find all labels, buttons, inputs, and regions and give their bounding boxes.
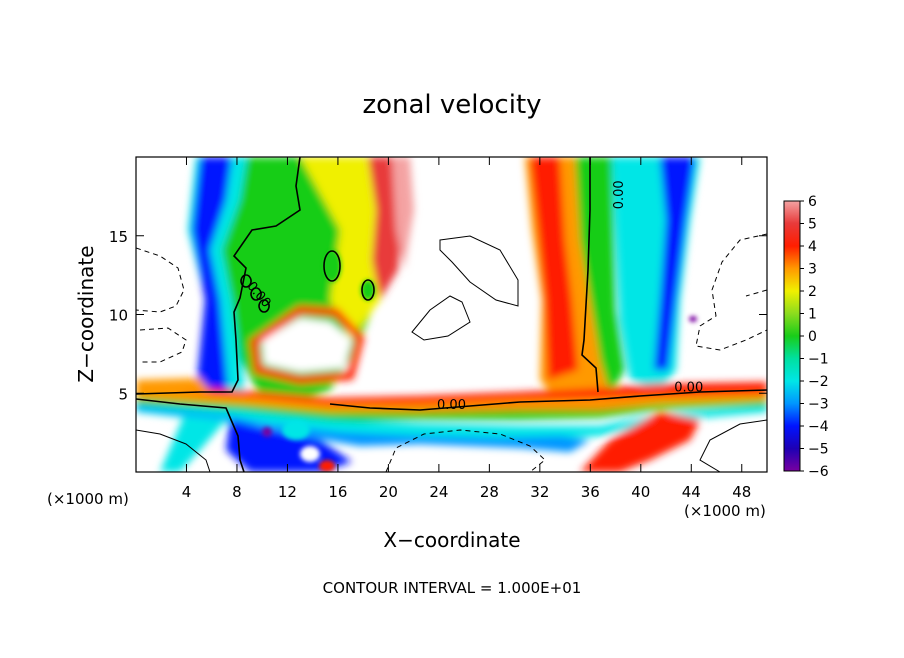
contour-blob-1 [323, 250, 341, 282]
colorbar-scale [783, 200, 801, 472]
x-tick-label: 28 [480, 483, 499, 501]
colorbar-tick-label: 5 [808, 217, 817, 233]
y-tick-label: 15 [109, 228, 128, 246]
lower-right-red [580, 412, 700, 472]
x-tick-label: 24 [429, 483, 448, 501]
x-tick-label: 40 [631, 483, 650, 501]
x-tick-label: 36 [581, 483, 600, 501]
colorbar-tick-label: 4 [808, 239, 817, 255]
field-shading [136, 157, 767, 472]
white-hole [262, 318, 352, 372]
left-side-band [136, 378, 210, 394]
contour-interval-note: CONTOUR INTERVAL = 1.000E+01 [323, 579, 582, 597]
neg-jet-left-core [192, 157, 232, 410]
y-tick-label: 5 [118, 385, 128, 403]
contour-solid-right-upper [411, 235, 519, 341]
deep-blue-lower [226, 420, 352, 472]
green-blob-2 [361, 280, 375, 300]
colorbar-tick-label: 6 [808, 194, 817, 210]
x-tick-label: 8 [232, 483, 242, 501]
band-orange [136, 390, 767, 412]
x-tick-label: 32 [530, 483, 549, 501]
x-axis-label: X−coordinate [383, 528, 520, 552]
x-tick-label: 4 [182, 483, 192, 501]
field-details [262, 250, 697, 472]
x-axis: 4 8 12 16 20 24 28 32 36 40 44 48 [182, 157, 751, 501]
neg-jet-right-core [654, 157, 695, 370]
colorbar-tick-label: −5 [808, 442, 829, 458]
colorbar-tick-label: 1 [808, 307, 817, 323]
purple-blob-right [689, 316, 697, 322]
contour-lines [136, 157, 767, 472]
colorbar-tick-label: −3 [808, 397, 829, 413]
x-tick-label: 48 [732, 483, 751, 501]
x-tick-label: 20 [379, 483, 398, 501]
colorbar-tick-label: −6 [808, 464, 829, 480]
red-blob-lower [319, 460, 335, 472]
contour-label: 0.00 [437, 398, 466, 413]
green-blob-1 [323, 250, 341, 282]
x-tick-label: 44 [682, 483, 701, 501]
red-ring-hole [249, 305, 365, 385]
contour-blob-2 [361, 279, 375, 301]
contour-dashed-right [695, 233, 767, 351]
pink-center [392, 157, 414, 270]
contour-dashed-lower [385, 429, 546, 472]
purple-blob [262, 427, 272, 437]
contour-label: 0.00 [612, 180, 627, 209]
y-tick-label: 10 [109, 307, 128, 325]
pos-jet-right-red [530, 157, 578, 380]
contour-dashed-left [136, 247, 187, 363]
y-axis: 5 10 15 [109, 228, 767, 403]
colorbar-tick-label: −2 [808, 374, 829, 390]
band-cyan [136, 404, 767, 440]
y-axis-label: Z−coordinate [74, 245, 98, 382]
contour-label: 0.00 [674, 381, 703, 396]
x-tick-label: 12 [278, 483, 297, 501]
x-tick-label: 16 [328, 483, 347, 501]
colorbar-tick-label: 2 [808, 284, 817, 300]
green-jet-right [575, 157, 625, 395]
band-blue [136, 406, 590, 452]
chart-title: zonal velocity [362, 90, 541, 120]
zero-contour-main [136, 157, 767, 472]
white-blob [300, 446, 320, 462]
x-unit-label-left: (×1000 m) [47, 490, 129, 508]
colorbar-tick-label: −4 [808, 419, 829, 435]
colorbar-tick-label: −1 [808, 352, 829, 368]
colorbar-tick-label: 3 [808, 262, 817, 278]
cyan-blob-1 [282, 420, 310, 440]
heatmap-field: 0.000.000.000.00 [136, 157, 767, 472]
x-unit-label-right: (×1000 m) [684, 502, 766, 520]
contour-small-loops [240, 274, 270, 313]
colorbar: 6 5 4 3 2 1 0 −1 −2 −3 −4 −5 −6 [783, 194, 829, 480]
colorbar-tick-label: 0 [808, 329, 817, 345]
contour-solid-lower-right [699, 419, 767, 472]
contour-solid-lower-left [136, 429, 211, 472]
